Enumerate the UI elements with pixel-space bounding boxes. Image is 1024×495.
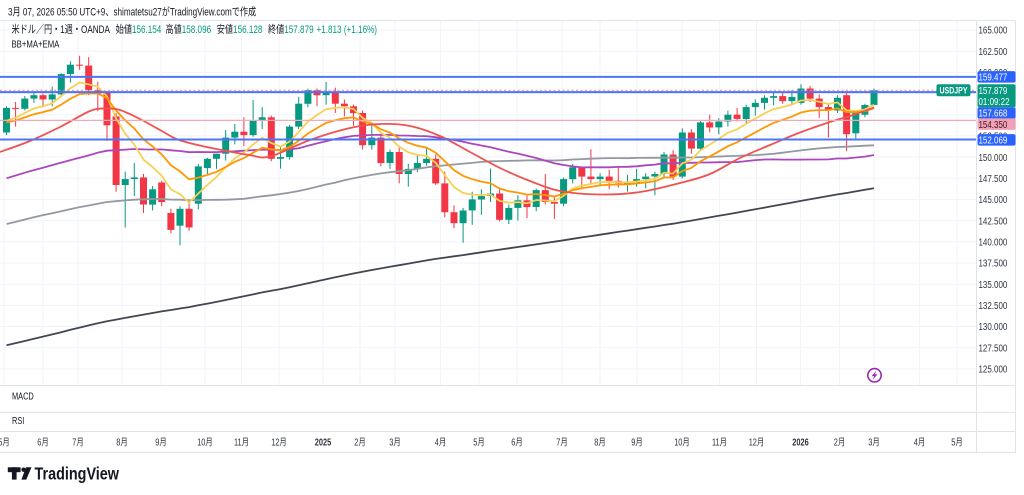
- svg-text:8月: 8月: [116, 437, 128, 448]
- svg-text:3月: 3月: [868, 437, 880, 448]
- svg-text:157.668: 157.668: [979, 108, 1008, 119]
- svg-text:米ドル／円・1週・OANDA: 米ドル／円・1週・OANDA: [12, 23, 111, 37]
- svg-text:135.000: 135.000: [979, 279, 1008, 290]
- svg-text:165.000: 165.000: [979, 25, 1008, 36]
- svg-text:5月: 5月: [0, 437, 10, 448]
- svg-text:10月: 10月: [197, 437, 213, 448]
- svg-text:7月: 7月: [556, 437, 568, 448]
- svg-text:MACD: MACD: [12, 390, 34, 401]
- svg-text:11月: 11月: [712, 437, 727, 448]
- svg-text:127.500: 127.500: [979, 342, 1008, 353]
- svg-text:5月: 5月: [951, 437, 963, 448]
- svg-text:137.500: 137.500: [979, 258, 1008, 269]
- svg-text:RSI: RSI: [12, 415, 24, 426]
- svg-text:6月: 6月: [511, 437, 523, 448]
- svg-text:142.500: 142.500: [979, 215, 1008, 226]
- svg-text:+1.813 (+1.16%): +1.813 (+1.16%): [317, 24, 378, 37]
- svg-text:高値158.096: 高値158.096: [166, 23, 212, 37]
- svg-text:始値156.154: 始値156.154: [116, 23, 162, 37]
- svg-text:TradingView: TradingView: [35, 464, 120, 484]
- svg-text:8月: 8月: [594, 437, 606, 448]
- svg-text:6月: 6月: [37, 437, 49, 448]
- svg-text:12月: 12月: [271, 437, 287, 448]
- svg-text:USDJPY: USDJPY: [939, 84, 967, 95]
- svg-text:2025: 2025: [315, 437, 332, 448]
- svg-text:132.500: 132.500: [979, 300, 1008, 311]
- svg-text:125.000: 125.000: [979, 364, 1008, 375]
- svg-text:2月: 2月: [834, 437, 846, 448]
- svg-text:終値157.879: 終値157.879: [268, 23, 314, 37]
- svg-text:154.350: 154.350: [979, 119, 1008, 130]
- svg-text:安値156.128: 安値156.128: [217, 23, 263, 37]
- svg-text:9月: 9月: [631, 437, 643, 448]
- svg-text:11月: 11月: [234, 437, 249, 448]
- svg-text:150.000: 150.000: [979, 152, 1008, 163]
- svg-text:7月: 7月: [72, 437, 84, 448]
- svg-text:BB+MA+EMA: BB+MA+EMA: [12, 38, 61, 49]
- svg-text:4月: 4月: [435, 437, 447, 448]
- svg-text:3月: 3月: [389, 437, 401, 448]
- svg-text:3月 07, 2026 05:50 UTC+9、shimat: 3月 07, 2026 05:50 UTC+9、shimatetsu27がTra…: [8, 5, 256, 19]
- svg-text:9月: 9月: [155, 437, 167, 448]
- svg-text:2026: 2026: [792, 437, 809, 448]
- svg-text:130.000: 130.000: [979, 321, 1008, 332]
- svg-text:152.069: 152.069: [979, 135, 1008, 146]
- svg-text:159.477: 159.477: [979, 71, 1008, 82]
- svg-text:10月: 10月: [674, 437, 690, 448]
- svg-text:157.879: 157.879: [979, 85, 1008, 96]
- svg-text:162.500: 162.500: [979, 46, 1008, 57]
- svg-text:140.000: 140.000: [979, 236, 1008, 247]
- svg-text:4月: 4月: [914, 437, 926, 448]
- svg-text:12月: 12月: [749, 437, 765, 448]
- svg-text:145.000: 145.000: [979, 194, 1008, 205]
- svg-text:2月: 2月: [354, 437, 366, 448]
- svg-text:147.500: 147.500: [979, 173, 1008, 184]
- svg-text:01:09:22: 01:09:22: [979, 96, 1010, 107]
- svg-text:5月: 5月: [473, 437, 485, 448]
